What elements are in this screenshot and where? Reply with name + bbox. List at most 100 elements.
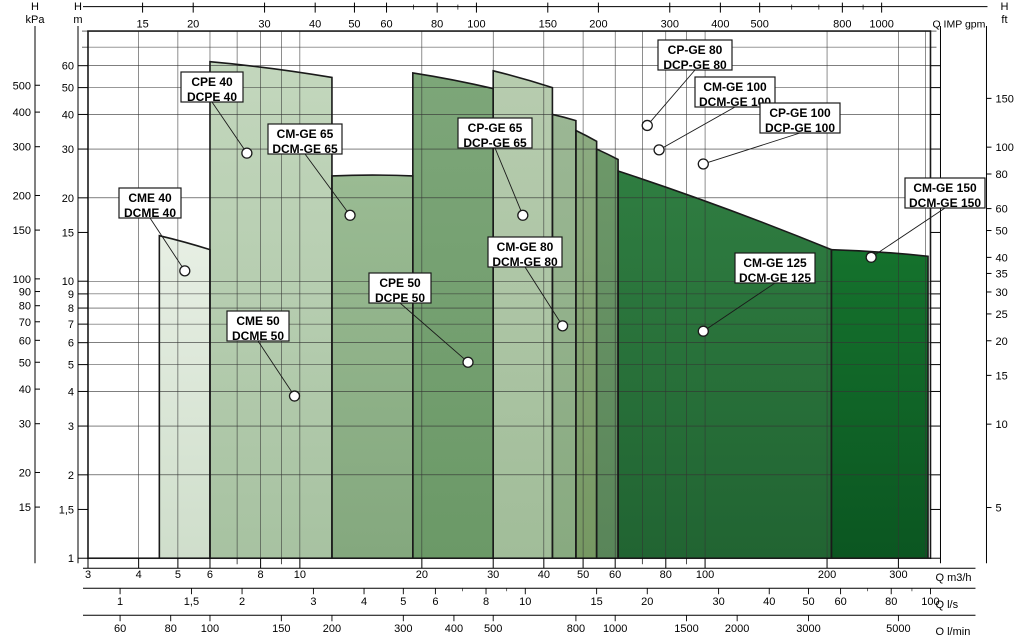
svg-text:5: 5 bbox=[68, 360, 74, 372]
svg-text:100: 100 bbox=[13, 274, 31, 286]
svg-text:60: 60 bbox=[19, 335, 31, 347]
svg-text:15: 15 bbox=[995, 370, 1007, 382]
svg-text:9: 9 bbox=[68, 289, 74, 301]
svg-text:3: 3 bbox=[85, 569, 91, 581]
svg-text:30: 30 bbox=[995, 287, 1007, 299]
svg-text:H: H bbox=[1001, 1, 1009, 13]
svg-text:DCME 50: DCME 50 bbox=[232, 329, 284, 343]
svg-text:6: 6 bbox=[432, 596, 438, 608]
svg-text:80: 80 bbox=[995, 169, 1007, 181]
svg-text:DCME 40: DCME 40 bbox=[124, 206, 176, 220]
svg-text:Q l/min: Q l/min bbox=[935, 626, 970, 635]
svg-text:20: 20 bbox=[19, 467, 31, 479]
svg-text:1,5: 1,5 bbox=[59, 504, 74, 516]
svg-text:1000: 1000 bbox=[603, 623, 627, 635]
svg-text:30: 30 bbox=[62, 144, 74, 156]
svg-text:CM-GE 125: CM-GE 125 bbox=[743, 256, 807, 270]
svg-text:6: 6 bbox=[207, 569, 213, 581]
svg-text:200: 200 bbox=[13, 190, 31, 202]
svg-text:500: 500 bbox=[750, 19, 768, 31]
svg-text:150: 150 bbox=[272, 623, 290, 635]
svg-text:20: 20 bbox=[641, 596, 653, 608]
svg-text:10: 10 bbox=[995, 419, 1007, 431]
svg-text:8: 8 bbox=[68, 303, 74, 315]
svg-text:10: 10 bbox=[294, 569, 306, 581]
svg-text:DCPE 50: DCPE 50 bbox=[375, 291, 425, 305]
svg-text:CP-GE 80: CP-GE 80 bbox=[668, 43, 723, 57]
svg-text:300: 300 bbox=[394, 623, 412, 635]
svg-text:25: 25 bbox=[995, 309, 1007, 321]
svg-text:7: 7 bbox=[68, 319, 74, 331]
svg-text:2: 2 bbox=[68, 470, 74, 482]
svg-text:40: 40 bbox=[309, 19, 321, 31]
svg-text:800: 800 bbox=[567, 623, 585, 635]
svg-text:1: 1 bbox=[68, 553, 74, 565]
svg-text:100: 100 bbox=[201, 623, 219, 635]
svg-text:5: 5 bbox=[400, 596, 406, 608]
svg-text:300: 300 bbox=[13, 142, 31, 154]
svg-text:15: 15 bbox=[591, 596, 603, 608]
svg-text:30: 30 bbox=[487, 569, 499, 581]
svg-text:5: 5 bbox=[995, 503, 1001, 515]
svg-text:CM-GE 100: CM-GE 100 bbox=[703, 80, 767, 94]
svg-text:20: 20 bbox=[995, 336, 1007, 348]
svg-text:3000: 3000 bbox=[796, 623, 820, 635]
svg-text:15: 15 bbox=[19, 502, 31, 514]
svg-text:200: 200 bbox=[589, 19, 607, 31]
svg-text:50: 50 bbox=[348, 19, 360, 31]
svg-text:200: 200 bbox=[818, 569, 836, 581]
svg-text:CM-GE 80: CM-GE 80 bbox=[497, 240, 554, 254]
svg-text:CM-GE 65: CM-GE 65 bbox=[277, 127, 334, 141]
svg-text:1500: 1500 bbox=[674, 623, 698, 635]
svg-text:90: 90 bbox=[19, 287, 31, 299]
svg-text:500: 500 bbox=[13, 80, 31, 92]
svg-text:CME 50: CME 50 bbox=[236, 314, 280, 328]
svg-text:8: 8 bbox=[483, 596, 489, 608]
svg-text:400: 400 bbox=[711, 19, 729, 31]
svg-text:40: 40 bbox=[763, 596, 775, 608]
svg-text:60: 60 bbox=[380, 19, 392, 31]
svg-text:6: 6 bbox=[68, 338, 74, 350]
svg-text:m: m bbox=[73, 14, 82, 26]
svg-text:ft: ft bbox=[1001, 14, 1007, 26]
svg-text:1000: 1000 bbox=[869, 19, 893, 31]
svg-text:10: 10 bbox=[62, 276, 74, 288]
svg-text:50: 50 bbox=[62, 83, 74, 95]
svg-text:35: 35 bbox=[995, 268, 1007, 280]
svg-text:5: 5 bbox=[175, 569, 181, 581]
svg-text:150: 150 bbox=[13, 225, 31, 237]
svg-text:8: 8 bbox=[258, 569, 264, 581]
svg-text:30: 30 bbox=[712, 596, 724, 608]
svg-text:30: 30 bbox=[19, 419, 31, 431]
svg-text:60: 60 bbox=[609, 569, 621, 581]
svg-text:H: H bbox=[31, 1, 39, 13]
svg-text:CM-GE 150: CM-GE 150 bbox=[913, 181, 977, 195]
svg-text:4: 4 bbox=[136, 569, 142, 581]
svg-text:80: 80 bbox=[660, 569, 672, 581]
svg-text:150: 150 bbox=[539, 19, 557, 31]
svg-text:DCP-GE 65: DCP-GE 65 bbox=[463, 136, 527, 150]
svg-text:3: 3 bbox=[310, 596, 316, 608]
svg-text:10: 10 bbox=[519, 596, 531, 608]
svg-text:80: 80 bbox=[885, 596, 897, 608]
svg-text:20: 20 bbox=[62, 193, 74, 205]
svg-text:DCM-GE 80: DCM-GE 80 bbox=[492, 255, 558, 269]
svg-text:20: 20 bbox=[416, 569, 428, 581]
svg-text:H: H bbox=[74, 1, 82, 13]
svg-text:20: 20 bbox=[187, 19, 199, 31]
svg-text:DCPE 40: DCPE 40 bbox=[187, 90, 237, 104]
svg-text:CPE 50: CPE 50 bbox=[379, 276, 421, 290]
svg-text:400: 400 bbox=[445, 623, 463, 635]
svg-text:80: 80 bbox=[165, 623, 177, 635]
svg-text:Q l/s: Q l/s bbox=[935, 599, 958, 611]
svg-text:50: 50 bbox=[577, 569, 589, 581]
svg-text:150: 150 bbox=[995, 93, 1013, 105]
svg-text:DCM-GE 125: DCM-GE 125 bbox=[739, 271, 811, 285]
svg-text:DCM-GE 65: DCM-GE 65 bbox=[272, 142, 338, 156]
svg-text:CP-GE 100: CP-GE 100 bbox=[769, 106, 831, 120]
svg-text:80: 80 bbox=[19, 301, 31, 313]
svg-text:100: 100 bbox=[467, 19, 485, 31]
svg-text:2000: 2000 bbox=[725, 623, 749, 635]
svg-text:60: 60 bbox=[62, 61, 74, 73]
svg-text:800: 800 bbox=[833, 19, 851, 31]
